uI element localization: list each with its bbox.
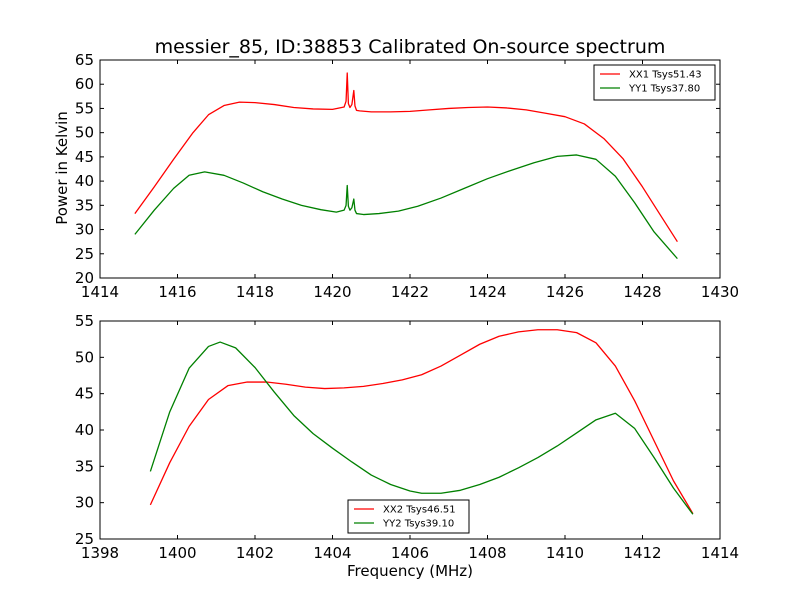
top-x-tick-label: 1418 (236, 283, 274, 301)
bottom-x-tick-label: 1398 (81, 544, 119, 562)
bottom-y-tick-label: 50 (75, 348, 94, 366)
chart-title: messier_85, ID:38853 Calibrated On-sourc… (155, 36, 666, 58)
bottom-x-tick-label: 1402 (236, 544, 274, 562)
top-panel: Power in Kelvin 1414 1416 1418 1420 1422 1424… (53, 51, 739, 301)
top-x-tick-label: 1414 (81, 283, 119, 301)
top-y-tick-label: 35 (75, 196, 94, 214)
bottom-panel: Frequency (MHz) 1398 1400 1402 1404 1406 1408… (75, 312, 739, 580)
top-y-tick-label: 25 (75, 245, 94, 263)
top-y-tick-label: 60 (75, 75, 94, 93)
top-y-tick-label: 40 (75, 172, 94, 190)
bottom-x-tick-label: 1400 (158, 544, 196, 562)
bottom-series-line-2 (149, 341, 694, 515)
top-x-tick-label: 1428 (623, 283, 661, 301)
bottom-y-tick-label: 45 (75, 385, 94, 403)
bottom-x-tick-label: 1414 (701, 544, 739, 562)
top-y-tick-label: 55 (75, 99, 94, 117)
bottom-y-tick-label: 55 (75, 312, 94, 330)
top-y-tick-label: 50 (75, 124, 94, 142)
top-x-tick-label: 1422 (391, 283, 429, 301)
bottom-x-tick-label: 1404 (313, 544, 351, 562)
bottom-y-tick-label: 40 (75, 421, 94, 439)
top-panel-y-axis-label: Power in Kelvin (53, 111, 71, 225)
bottom-x-tick-label: 1406 (391, 544, 429, 562)
top-x-tick-label: 1420 (313, 283, 351, 301)
bottom-panel-x-axis-label: Frequency (MHz) (347, 562, 473, 580)
top-x-tick-label: 1424 (468, 283, 506, 301)
top-series-line-2 (134, 154, 678, 260)
bottom-legend-label-2: YY2 Tsys39.10 (382, 519, 454, 530)
top-legend-label-1: XX1 Tsys51.43 (629, 70, 702, 81)
top-y-tick-label: 20 (75, 269, 94, 287)
top-legend-label-2: YY1 Tsys37.80 (628, 84, 700, 95)
top-x-tick-label: 1416 (158, 283, 196, 301)
bottom-y-tick-label: 30 (75, 494, 94, 512)
top-x-tick-label: 1430 (701, 283, 739, 301)
bottom-x-tick-label: 1412 (623, 544, 661, 562)
top-y-tick-label: 65 (75, 51, 94, 69)
bottom-y-tick-label: 25 (75, 530, 94, 548)
bottom-series-line-1 (149, 329, 694, 514)
top-series-line-1 (134, 72, 678, 243)
bottom-x-tick-label: 1408 (468, 544, 506, 562)
bottom-legend-label-1: XX2 Tsys46.51 (383, 505, 456, 516)
top-y-tick-label: 45 (75, 148, 94, 166)
top-legend-box (593, 64, 716, 101)
top-x-tick-label: 1426 (546, 283, 584, 301)
bottom-x-tick-label: 1410 (546, 544, 584, 562)
top-y-tick-label: 30 (75, 221, 94, 239)
bottom-y-tick-label: 35 (75, 457, 94, 475)
bottom-legend-box (347, 499, 470, 534)
